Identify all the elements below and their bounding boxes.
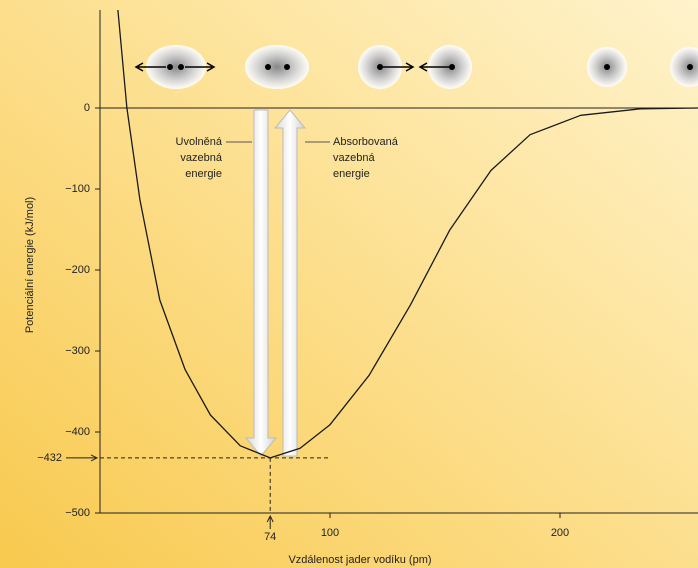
y-tick-label: −200	[65, 264, 90, 276]
x-tick-label: 100	[321, 527, 339, 539]
released-label: vazebná	[180, 152, 222, 164]
y-tick-label: −100	[65, 183, 90, 195]
y-tick-label: 0	[84, 102, 90, 114]
absorbed-label: vazebná	[333, 152, 375, 164]
absorbed-label: Absorbovaná	[333, 136, 399, 148]
y-tick-label: −300	[65, 345, 90, 357]
x-tick-label: 200	[551, 527, 569, 539]
absorbed-label: energie	[333, 168, 370, 180]
released-label: Uvolněná	[176, 136, 223, 148]
y-marker-label: −432	[37, 452, 62, 464]
released-label: energie	[185, 168, 222, 180]
x-axis-label: Vzdálenost jader vodíku (pm)	[288, 554, 431, 566]
y-axis-label: Potenciální energie (kJ/mol)	[24, 197, 36, 333]
chart: Vzdálenost jader vodíku (pm) Potenciální…	[0, 0, 698, 568]
x-marker-label: 74	[264, 531, 276, 543]
background	[0, 0, 698, 568]
y-tick-label: −400	[65, 426, 90, 438]
y-tick-label: −500	[65, 507, 90, 519]
